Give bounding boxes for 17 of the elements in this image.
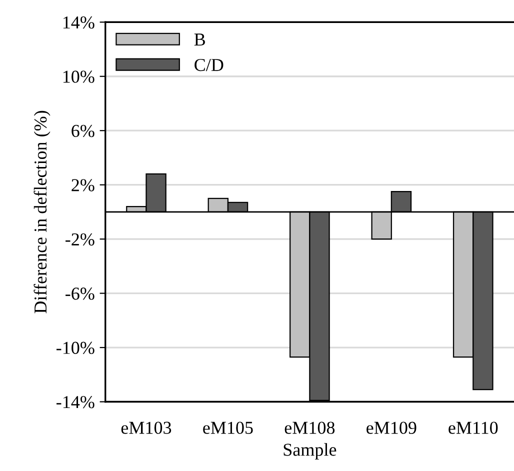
y-tick-label: -2% xyxy=(66,233,94,246)
x-tick-label: eM109 xyxy=(366,422,416,434)
y-tick-label: 10% xyxy=(63,70,94,83)
y-tick-label: 14% xyxy=(63,16,94,29)
legend-label: B xyxy=(194,34,206,46)
x-axis-title: Sample xyxy=(284,443,336,460)
x-tick-label: eM110 xyxy=(448,422,498,434)
y-tick-label: 6% xyxy=(72,124,94,138)
y-tick-label: -10% xyxy=(56,342,94,354)
x-tick-label: eM108 xyxy=(284,422,335,434)
legend-label: C/D xyxy=(194,58,224,72)
y-axis-title: Difference in deflection (%) xyxy=(34,110,50,314)
y-tick-label: 2% xyxy=(72,179,94,192)
x-tick-label: eM105 xyxy=(203,422,253,434)
y-tick-label: -6% xyxy=(66,288,94,300)
y-tick-label: -14% xyxy=(56,396,94,408)
x-tick-label: eM103 xyxy=(121,422,172,434)
